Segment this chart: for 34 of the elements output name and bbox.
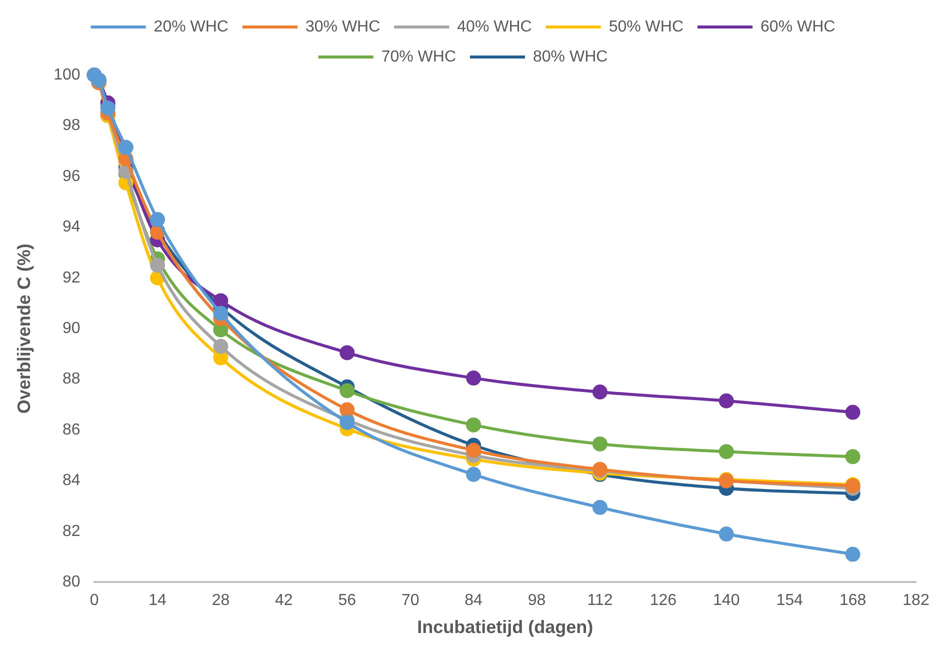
x-tick-label: 70 bbox=[401, 592, 420, 610]
x-tick-label: 154 bbox=[776, 592, 804, 610]
legend-label: 60% WHC bbox=[760, 18, 836, 36]
y-tick-label: 86 bbox=[62, 421, 80, 438]
y-tick-label: 96 bbox=[62, 168, 80, 185]
y-tick-label: 90 bbox=[62, 320, 80, 338]
y-tick-label: 100 bbox=[54, 66, 80, 84]
y-tick-label: 94 bbox=[62, 218, 80, 236]
legend-label: 80% WHC bbox=[533, 48, 608, 66]
x-tick-label: 112 bbox=[587, 592, 613, 610]
legend-label: 70% WHC bbox=[381, 48, 456, 66]
x-tick-label: 168 bbox=[839, 592, 866, 610]
x-tick-label: 42 bbox=[275, 592, 293, 610]
x-tick-label: 98 bbox=[528, 592, 546, 610]
x-tick-label: 14 bbox=[148, 592, 167, 610]
legend-label: 30% WHC bbox=[305, 18, 380, 36]
x-axis-title: Incubatietijd (dagen) bbox=[417, 617, 594, 638]
y-tick-label: 84 bbox=[62, 472, 80, 490]
x-tick-label: 182 bbox=[902, 592, 930, 610]
y-tick-label: 82 bbox=[62, 522, 80, 540]
legend-label: 20% WHC bbox=[154, 18, 228, 36]
x-tick-label: 126 bbox=[650, 592, 677, 610]
y-tick-label: 92 bbox=[62, 269, 80, 286]
legend-label: 50% WHC bbox=[608, 18, 684, 36]
y-tick-label: 98 bbox=[62, 117, 80, 134]
x-tick-label: 140 bbox=[713, 592, 740, 610]
x-tick-label: 84 bbox=[464, 592, 483, 610]
x-tick-label: 0 bbox=[90, 592, 99, 610]
y-axis-title: Overblijvende C (%) bbox=[14, 244, 34, 414]
y-tick-label: 88 bbox=[62, 370, 80, 388]
x-tick-label: 28 bbox=[212, 592, 230, 610]
x-tick-label: 56 bbox=[338, 592, 356, 610]
legend-label: 40% WHC bbox=[457, 18, 532, 36]
y-tick-label: 80 bbox=[62, 574, 80, 591]
